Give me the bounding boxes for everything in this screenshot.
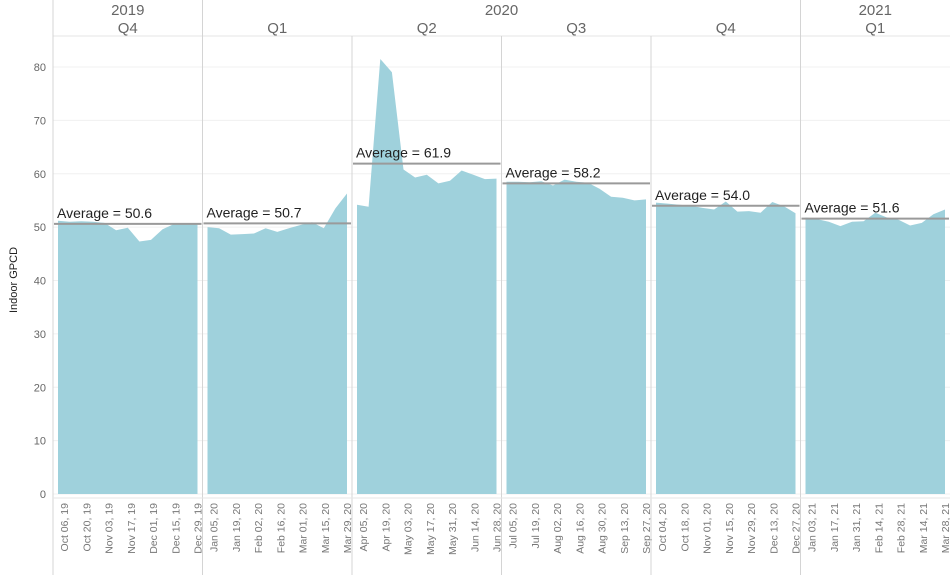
year-header: 2019: [111, 2, 144, 19]
x-tick-label: Feb 14, 21: [873, 503, 885, 553]
x-tick-label: May 03, 20: [403, 503, 415, 555]
x-tick-label: Mar 14, 21: [918, 503, 930, 553]
x-tick-label: Jul 05, 20: [508, 503, 520, 549]
x-tick-label: Jun 14, 20: [469, 503, 481, 552]
average-label: Average = 50.6: [57, 205, 152, 221]
x-tick-label: Sep 13, 20: [619, 503, 631, 554]
x-tick-label: Apr 19, 20: [380, 503, 392, 552]
y-tick-label: 40: [34, 276, 46, 288]
area-series: [656, 201, 796, 494]
y-tick-label: 30: [34, 329, 46, 341]
x-tick-label: Jan 17, 21: [829, 503, 841, 552]
x-tick-label: Sep 27, 20: [641, 503, 653, 554]
quarter-header: Q1: [267, 20, 287, 37]
quarter-header: Q4: [118, 20, 138, 37]
x-tick-label: Nov 15, 20: [724, 503, 736, 554]
x-tick-label: May 31, 20: [447, 503, 459, 555]
x-tick-label: Aug 16, 20: [574, 503, 586, 554]
x-tick-label: Oct 04, 20: [657, 503, 669, 552]
y-tick-label: 70: [34, 115, 46, 127]
quarter-header: Q2: [417, 20, 437, 37]
y-tick-label: 80: [34, 62, 46, 74]
y-tick-label: 20: [34, 382, 46, 394]
x-tick-label: Jan 31, 21: [851, 503, 863, 552]
area-series: [805, 209, 945, 494]
area-series: [207, 193, 347, 494]
y-tick-label: 60: [34, 169, 46, 181]
quarter-header: Q1: [865, 20, 885, 37]
x-tick-label: Oct 18, 20: [679, 503, 691, 552]
year-header: 2020: [485, 2, 518, 19]
x-tick-label: Dec 01, 19: [148, 503, 160, 554]
x-tick-label: Oct 20, 19: [81, 503, 93, 552]
x-tick-label: Nov 29, 20: [746, 503, 758, 554]
y-tick-label: 50: [34, 222, 46, 234]
average-label: Average = 54.0: [655, 187, 750, 203]
x-tick-label: Apr 05, 20: [358, 503, 370, 552]
average-label: Average = 51.6: [805, 200, 900, 216]
quarter-header: Q4: [716, 20, 736, 37]
x-tick-label: Dec 13, 20: [768, 503, 780, 554]
x-tick-label: Jul 19, 20: [530, 503, 542, 549]
x-tick-label: Jun 28, 20: [492, 503, 504, 552]
x-tick-label: Feb 16, 20: [275, 503, 287, 553]
x-tick-label: Nov 01, 20: [702, 503, 714, 554]
area-series: [357, 59, 497, 494]
average-label: Average = 58.2: [506, 164, 601, 180]
average-label: Average = 50.7: [207, 204, 302, 220]
x-tick-label: Aug 02, 20: [552, 503, 564, 554]
y-tick-label: 0: [40, 489, 46, 501]
x-tick-label: Nov 17, 19: [126, 503, 138, 554]
year-header: 2021: [859, 2, 892, 19]
x-tick-label: Jan 19, 20: [231, 503, 243, 552]
x-tick-label: Jan 03, 21: [807, 503, 819, 552]
x-tick-label: Feb 28, 21: [896, 503, 908, 553]
x-tick-label: Oct 06, 19: [59, 503, 71, 552]
quarter-header: Q3: [566, 20, 586, 37]
y-tick-label: 10: [34, 436, 46, 448]
x-tick-label: Dec 15, 19: [170, 503, 182, 554]
x-tick-label: Aug 30, 20: [597, 503, 609, 554]
x-tick-label: Mar 29, 20: [342, 503, 354, 553]
x-tick-label: Mar 15, 20: [320, 503, 332, 553]
area-series: [58, 220, 198, 494]
x-tick-label: Nov 03, 19: [104, 503, 116, 554]
x-tick-label: Mar 28, 21: [940, 503, 950, 553]
average-label: Average = 61.9: [356, 145, 451, 161]
x-tick-label: Mar 01, 20: [298, 503, 310, 553]
x-tick-label: Dec 27, 20: [791, 503, 803, 554]
y-axis-label: Indoor GPCD: [8, 247, 20, 313]
x-tick-label: Feb 02, 20: [253, 503, 265, 553]
x-tick-label: Jan 05, 20: [209, 503, 221, 552]
x-tick-label: Dec 29, 19: [193, 503, 205, 554]
area-series: [506, 179, 646, 494]
x-tick-label: May 17, 20: [425, 503, 437, 555]
